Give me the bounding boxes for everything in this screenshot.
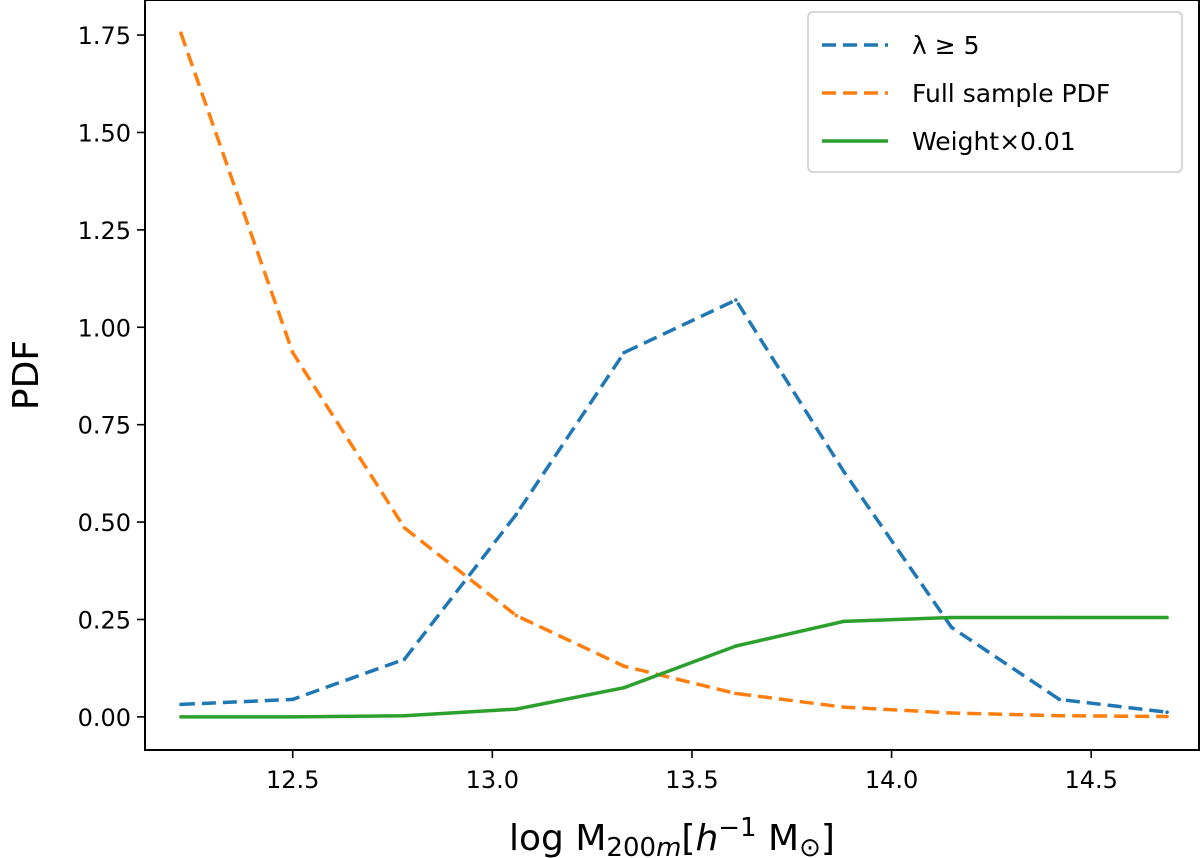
legend-label-3: Weight×0.01 <box>912 127 1076 156</box>
y-tick-label: 0.75 <box>78 412 131 440</box>
y-tick-label: 0.50 <box>78 509 131 537</box>
series-1-point <box>179 702 183 707</box>
legend-label-1: λ ≥ 5 <box>912 31 980 60</box>
series-3-point <box>841 619 846 624</box>
series-2-point <box>402 526 407 530</box>
x-tick-label: 14.0 <box>865 766 918 794</box>
series-1-point <box>1165 710 1169 715</box>
series-1-point <box>290 697 295 702</box>
legend-label-2: Full sample PDF <box>912 79 1110 108</box>
x-tick-label: 13.0 <box>466 766 519 794</box>
series-lines <box>179 31 1169 719</box>
series-2-point <box>841 705 846 709</box>
series-line-3 <box>180 615 1168 719</box>
x-tick-label: 13.5 <box>665 766 718 794</box>
series-1-point <box>841 469 846 474</box>
x-tick-label: 12.5 <box>266 766 319 794</box>
legend: λ ≥ 5 Full sample PDF Weight×0.01 <box>807 11 1183 173</box>
series-1-point <box>734 298 738 302</box>
series-3-point <box>290 715 295 719</box>
series-2-point <box>949 711 954 715</box>
series-3-point <box>734 644 738 648</box>
series-3-point <box>514 707 519 711</box>
y-axis-title: PDF <box>6 340 47 410</box>
series-3-point <box>949 615 954 620</box>
series-2-point <box>1057 713 1062 718</box>
y-tick-label: 1.75 <box>78 22 131 50</box>
series-3-point <box>622 685 626 690</box>
y-tick-label: 0.00 <box>78 704 131 732</box>
series-2-point <box>734 691 738 696</box>
y-tick-label: 1.25 <box>78 217 131 245</box>
x-axis: 12.5 13.0 13.5 14.0 14.5 <box>266 750 1118 794</box>
series-3-point <box>402 713 407 718</box>
series-1-point <box>1057 697 1062 702</box>
plot-frame <box>144 0 1200 751</box>
y-axis: 0.00 0.25 0.50 0.75 1.00 1.25 1.50 1.75 <box>78 22 145 732</box>
series-1-point <box>402 657 407 662</box>
series-2-point <box>290 350 295 355</box>
series-line-2 <box>179 32 1168 719</box>
series-1-point <box>514 512 519 517</box>
series-2-point <box>514 613 519 618</box>
x-axis-title: log M200m[h−1 M⊙] <box>509 813 835 858</box>
y-tick-label: 1.00 <box>78 314 131 342</box>
series-3-point <box>179 715 183 719</box>
series-2-point <box>1165 714 1169 719</box>
series-2-point <box>179 31 183 35</box>
series-3-point <box>1165 615 1169 620</box>
series-line-1 <box>180 297 1168 714</box>
series-1-point <box>949 625 954 630</box>
x-tick-label: 14.5 <box>1064 766 1117 794</box>
y-tick-label: 1.50 <box>78 119 131 147</box>
series-2-point <box>622 664 626 669</box>
y-tick-label: 0.25 <box>78 606 131 634</box>
series-3-point <box>1057 615 1062 620</box>
series-1-point <box>622 350 626 355</box>
legend-box <box>807 11 1183 173</box>
